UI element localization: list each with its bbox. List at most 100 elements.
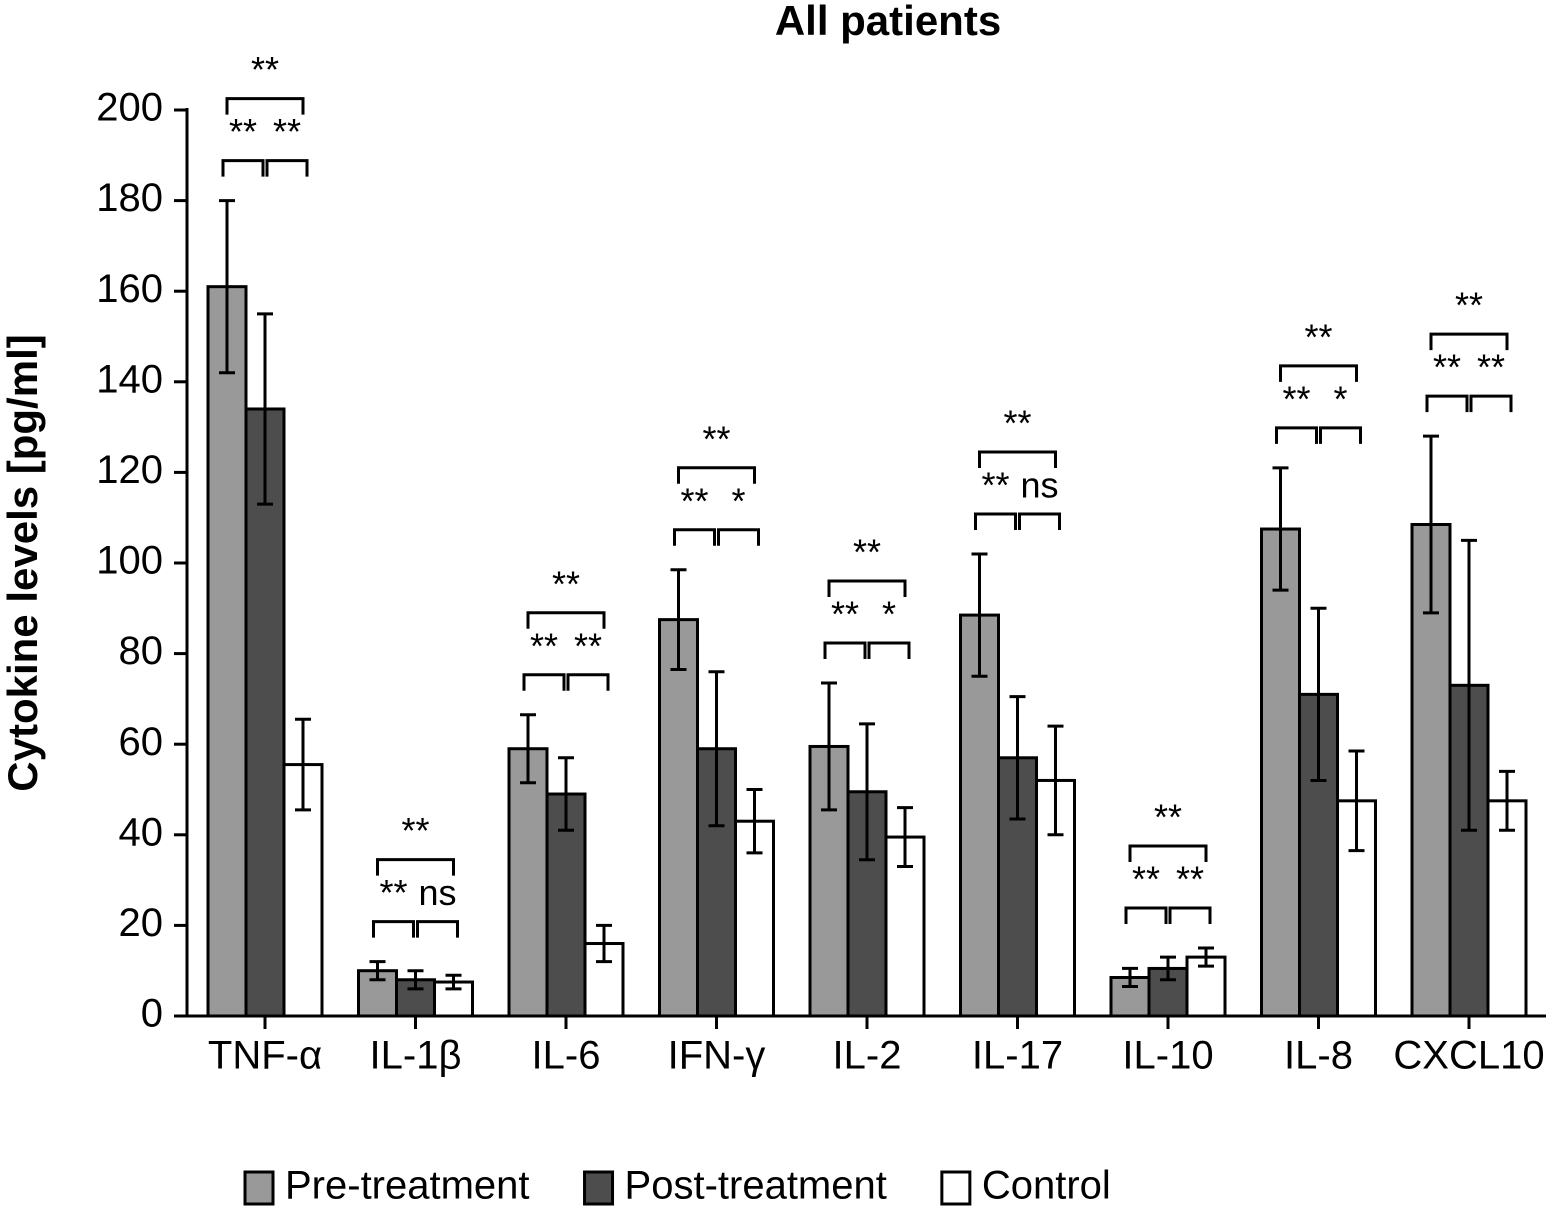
legend-swatch xyxy=(243,1170,275,1206)
error-bar xyxy=(821,681,837,812)
significance-label: ** xyxy=(379,872,407,913)
error-bar xyxy=(257,312,273,506)
significance-bracket xyxy=(526,611,606,629)
error-bar xyxy=(708,670,725,828)
legend-label: Pre-treatment xyxy=(285,1164,530,1208)
error-bar xyxy=(1499,769,1515,832)
bar xyxy=(959,613,1000,1018)
significance-label: ** xyxy=(530,625,558,666)
significance-bracket xyxy=(1429,332,1509,351)
significance-bracket xyxy=(978,450,1057,468)
significance-bracket xyxy=(1279,364,1358,382)
significance-bracket xyxy=(867,641,911,660)
chart-title: All patients xyxy=(775,0,1001,44)
y-tick-label: 180 xyxy=(96,176,163,220)
significance-label: ** xyxy=(853,532,881,573)
y-axis-label: Cytokine levels [pg/ml] xyxy=(0,334,46,791)
significance-bracket xyxy=(1128,844,1208,863)
error-bar xyxy=(897,806,913,869)
significance-label: ** xyxy=(229,111,257,152)
significance-bracket xyxy=(372,920,415,938)
significance-label: ** xyxy=(273,111,301,152)
significance-bracket xyxy=(673,528,716,546)
error-bar xyxy=(407,969,424,991)
x-tick-label: IFN-γ xyxy=(668,1034,766,1078)
significance-bracket xyxy=(1469,394,1513,413)
error-bar xyxy=(859,722,875,862)
error-bar xyxy=(746,788,763,855)
bar xyxy=(1486,799,1528,1018)
significance-bracket xyxy=(376,858,455,876)
bar xyxy=(244,407,286,1018)
y-tick-label: 120 xyxy=(96,448,163,492)
y-tick-label: 60 xyxy=(119,720,164,764)
significance-bracket xyxy=(1124,906,1168,925)
significance-label: ** xyxy=(1455,285,1483,326)
x-tick-label: IL-1β xyxy=(370,1034,462,1078)
x-tick-label: IL-6 xyxy=(532,1034,601,1078)
x-tick-label: TNF-α xyxy=(208,1034,322,1078)
significance-label: ** xyxy=(401,810,429,851)
significance-bracket xyxy=(566,673,610,691)
y-tick-label: 140 xyxy=(96,357,163,401)
x-tick-label: CXCL10 xyxy=(1393,1034,1544,1078)
error-bar xyxy=(369,960,386,982)
x-tick-label: IL-10 xyxy=(1122,1034,1213,1078)
bar xyxy=(206,285,248,1018)
error-bar xyxy=(596,923,612,964)
y-tick-label: 100 xyxy=(96,539,163,583)
error-bar xyxy=(295,717,311,812)
error-bar xyxy=(558,756,574,832)
y-tick-label: 20 xyxy=(119,901,164,945)
significance-bracket xyxy=(1319,426,1362,444)
error-bar xyxy=(219,199,235,375)
significance-bracket xyxy=(1425,394,1469,413)
bar xyxy=(1260,527,1301,1018)
significance-label: ** xyxy=(251,49,279,90)
legend-swatch xyxy=(583,1170,615,1206)
error-bar xyxy=(1122,966,1138,989)
error-bar xyxy=(1047,724,1064,837)
significance-label: * xyxy=(882,594,896,635)
significance-label: ** xyxy=(981,464,1009,505)
significance-bracket xyxy=(221,159,265,177)
legend-swatch xyxy=(940,1170,972,1206)
y-tick-label: 40 xyxy=(119,810,164,854)
significance-label: * xyxy=(731,480,745,521)
error-bar xyxy=(1461,538,1477,832)
significance-bracket xyxy=(265,159,309,177)
significance-bracket xyxy=(823,641,867,660)
bar xyxy=(507,747,549,1018)
y-tick-label: 160 xyxy=(96,267,163,311)
y-tick-label: 80 xyxy=(119,629,164,673)
significance-bracket xyxy=(717,528,760,546)
significance-bracket xyxy=(974,512,1017,530)
significance-label: ** xyxy=(1154,797,1182,838)
significance-label: ** xyxy=(1132,859,1160,900)
error-bar xyxy=(971,552,988,678)
x-tick-label: IL-2 xyxy=(833,1034,902,1078)
y-tick-label: 0 xyxy=(141,992,163,1036)
significance-label: ** xyxy=(1176,859,1204,900)
significance-label: ** xyxy=(1304,316,1332,357)
error-bar xyxy=(520,713,536,785)
error-bar xyxy=(1310,606,1327,782)
significance-label: ns xyxy=(418,872,456,913)
bar xyxy=(658,618,699,1018)
error-bar xyxy=(1009,695,1026,821)
significance-bracket xyxy=(1168,906,1212,925)
legend-label: Control xyxy=(982,1164,1111,1208)
significance-label: ** xyxy=(1477,347,1505,388)
significance-label: ** xyxy=(574,625,602,666)
y-tick-label: 200 xyxy=(96,86,163,130)
significance-bracket xyxy=(827,579,907,598)
significance-bracket xyxy=(225,97,305,115)
significance-bracket xyxy=(416,920,459,938)
significance-label: ** xyxy=(702,418,730,459)
significance-bracket xyxy=(1275,426,1318,444)
significance-label: ** xyxy=(1282,378,1310,419)
significance-label: ** xyxy=(552,563,580,604)
error-bar xyxy=(1160,955,1176,982)
x-tick-label: IL-8 xyxy=(1284,1034,1353,1078)
